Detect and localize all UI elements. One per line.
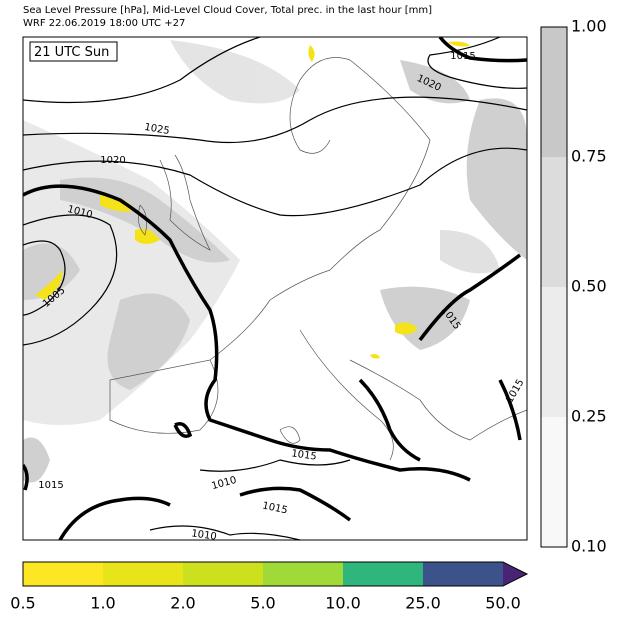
contour-label: 1015 xyxy=(261,500,288,516)
colorbar-tick: 0.75 xyxy=(571,147,607,166)
colorbar-tick: 1.0 xyxy=(90,594,115,613)
header-line: WRF 22.06.2019 18:00 UTC +27 xyxy=(23,18,185,29)
precipitation xyxy=(35,41,470,359)
contour-label: 1020 xyxy=(100,155,125,166)
contour-label: 1015 xyxy=(291,448,318,462)
contour-label: 1025 xyxy=(143,122,170,137)
colorbar-tick: 0.50 xyxy=(571,277,607,296)
map-frame xyxy=(22,36,528,541)
time-label: 21 UTC Sun xyxy=(34,45,109,60)
colorbar-tick: 0.25 xyxy=(571,407,607,426)
colorbar-tick: 0.5 xyxy=(10,594,35,613)
colorbar-tick: 0.10 xyxy=(571,537,607,556)
isobar-1015 xyxy=(23,37,527,540)
colorbar-tick: 10.0 xyxy=(325,594,361,613)
contour-label: 1015 xyxy=(450,51,475,62)
colorbar-tick: 25.0 xyxy=(405,594,441,613)
contour-label: 1010 xyxy=(191,528,218,542)
header-line: Sea Level Pressure [hPa], Mid-Level Clou… xyxy=(23,5,432,16)
contour-label: 1015 xyxy=(38,480,63,491)
colorbar-tick: 1.00 xyxy=(571,17,607,36)
isobars xyxy=(23,37,527,540)
coastlines xyxy=(109,57,527,461)
precip-colorbar: 0.5 1.0 2.0 5.0 10.0 25.0 50.0 xyxy=(10,561,529,613)
colorbar-tick: 50.0 xyxy=(485,594,521,613)
time-box xyxy=(29,41,118,62)
colorbar-tick: 5.0 xyxy=(250,594,275,613)
cloud-colorbar: 1.00 0.75 0.50 0.25 0.10 xyxy=(540,17,607,556)
colorbar-tick: 2.0 xyxy=(170,594,195,613)
map-area: 1015 1020 1025 1020 1010 1005 1015 1015 … xyxy=(23,37,527,542)
